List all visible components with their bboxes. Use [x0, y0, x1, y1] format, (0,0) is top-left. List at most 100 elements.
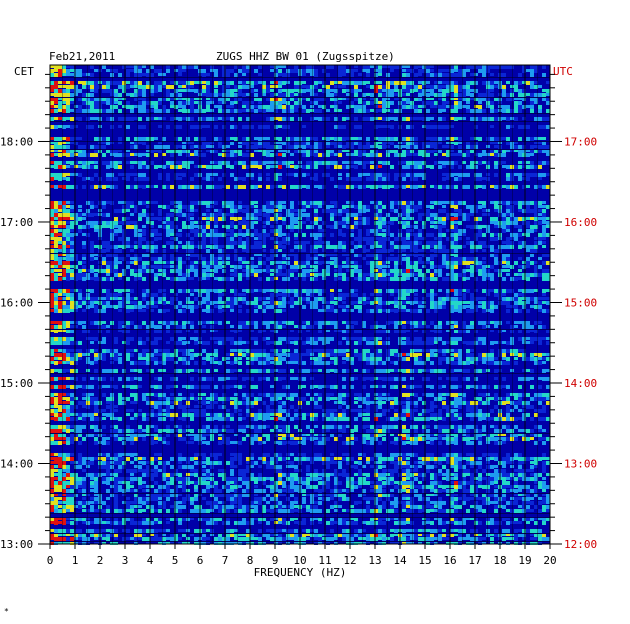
heatmap-cell — [450, 297, 454, 301]
heatmap-cell — [318, 353, 322, 357]
heatmap-cell — [230, 269, 234, 272]
heatmap-cell — [170, 105, 174, 108]
heatmap-cell — [202, 233, 206, 237]
heatmap-cell — [62, 93, 66, 97]
heatmap-cell — [138, 233, 142, 237]
heatmap-cell — [50, 93, 54, 96]
heatmap-cell — [110, 149, 114, 153]
heatmap-cell — [138, 93, 142, 96]
heatmap-cell — [514, 101, 518, 105]
heatmap-cell — [134, 325, 138, 329]
heatmap-cell — [70, 173, 74, 176]
heatmap-cell — [314, 149, 318, 153]
heatmap-cell — [414, 141, 418, 145]
heatmap-cell — [490, 253, 494, 257]
heatmap-cell — [318, 237, 322, 241]
heatmap-cell — [250, 213, 254, 217]
heatmap-cell — [158, 85, 162, 89]
heatmap-cell — [142, 201, 146, 205]
heatmap-cell — [294, 213, 298, 216]
heatmap-cell — [146, 165, 150, 169]
heatmap-cell — [82, 185, 86, 189]
heatmap-cell — [354, 185, 358, 188]
heatmap-cell — [178, 81, 182, 84]
heatmap-cell — [490, 289, 494, 292]
heatmap-cell — [438, 321, 442, 325]
heatmap-cell — [286, 253, 290, 256]
heatmap-cell — [354, 177, 358, 181]
heatmap-cell — [58, 321, 62, 325]
heatmap-cell — [386, 89, 390, 93]
heatmap-cell — [362, 293, 366, 297]
heatmap-cell — [502, 277, 506, 281]
heatmap-cell — [530, 217, 534, 220]
heatmap-cell — [482, 269, 486, 273]
heatmap-cell — [62, 101, 66, 104]
heatmap-cell — [214, 257, 218, 261]
heatmap-cell — [366, 69, 370, 73]
heatmap-cell — [294, 337, 298, 341]
heatmap-cell — [346, 261, 350, 265]
heatmap-cell — [318, 185, 322, 189]
heatmap-cell — [210, 253, 214, 257]
heatmap-cell — [326, 253, 330, 256]
heatmap-cell — [402, 97, 406, 101]
heatmap-cell — [382, 97, 386, 101]
heatmap-cell — [170, 161, 174, 165]
heatmap-cell — [386, 353, 390, 357]
heatmap-cell — [274, 321, 278, 325]
heatmap-cell — [262, 357, 266, 361]
heatmap-cell — [274, 293, 278, 297]
heatmap-cell — [226, 69, 230, 73]
heatmap-cell — [394, 89, 398, 92]
heatmap-cell — [154, 137, 158, 140]
heatmap-cell — [366, 173, 370, 176]
heatmap-cell — [262, 301, 266, 305]
heatmap-cell — [502, 257, 506, 261]
heatmap-cell — [410, 301, 414, 305]
heatmap-cell — [82, 321, 86, 324]
heatmap-cell — [274, 301, 278, 305]
heatmap-cell — [378, 73, 382, 76]
heatmap-cell — [402, 81, 406, 85]
heatmap-cell — [494, 209, 498, 212]
heatmap-cell — [122, 257, 126, 261]
heatmap-cell — [50, 141, 54, 144]
heatmap-cell — [454, 337, 458, 341]
heatmap-cell — [262, 353, 266, 357]
heatmap-cell — [442, 257, 446, 261]
heatmap-cell — [470, 117, 474, 121]
heatmap-cell — [482, 209, 486, 212]
heatmap-cell — [190, 89, 194, 92]
heatmap-cell — [530, 229, 534, 233]
heatmap-cell — [406, 165, 410, 169]
heatmap-cell — [506, 217, 510, 221]
heatmap-cell — [150, 85, 154, 89]
heatmap-cell — [506, 201, 510, 205]
heatmap-cell — [454, 249, 458, 253]
heatmap-cell — [122, 325, 126, 328]
heatmap-cell — [494, 205, 498, 209]
heatmap-cell — [410, 101, 414, 105]
heatmap-cell — [158, 349, 162, 352]
heatmap-cell — [138, 109, 142, 113]
heatmap-cell — [134, 73, 138, 77]
heatmap-cell — [382, 105, 386, 109]
heatmap-cell — [278, 93, 282, 97]
heatmap-cell — [214, 357, 218, 360]
heatmap-cell — [178, 261, 182, 265]
heatmap-cell — [394, 261, 398, 265]
heatmap-cell — [202, 329, 206, 333]
heatmap-cell — [82, 165, 86, 169]
heatmap-cell — [210, 165, 214, 169]
heatmap-cell — [362, 357, 366, 361]
heatmap-cell — [254, 245, 258, 249]
heatmap-cell — [134, 65, 138, 69]
heatmap-cell — [278, 297, 282, 300]
heatmap-cell — [486, 293, 490, 296]
heatmap-cell — [522, 153, 526, 157]
heatmap-cell — [350, 137, 354, 140]
heatmap-cell — [378, 153, 382, 157]
heatmap-cell — [150, 269, 154, 273]
heatmap-cell — [186, 101, 190, 105]
